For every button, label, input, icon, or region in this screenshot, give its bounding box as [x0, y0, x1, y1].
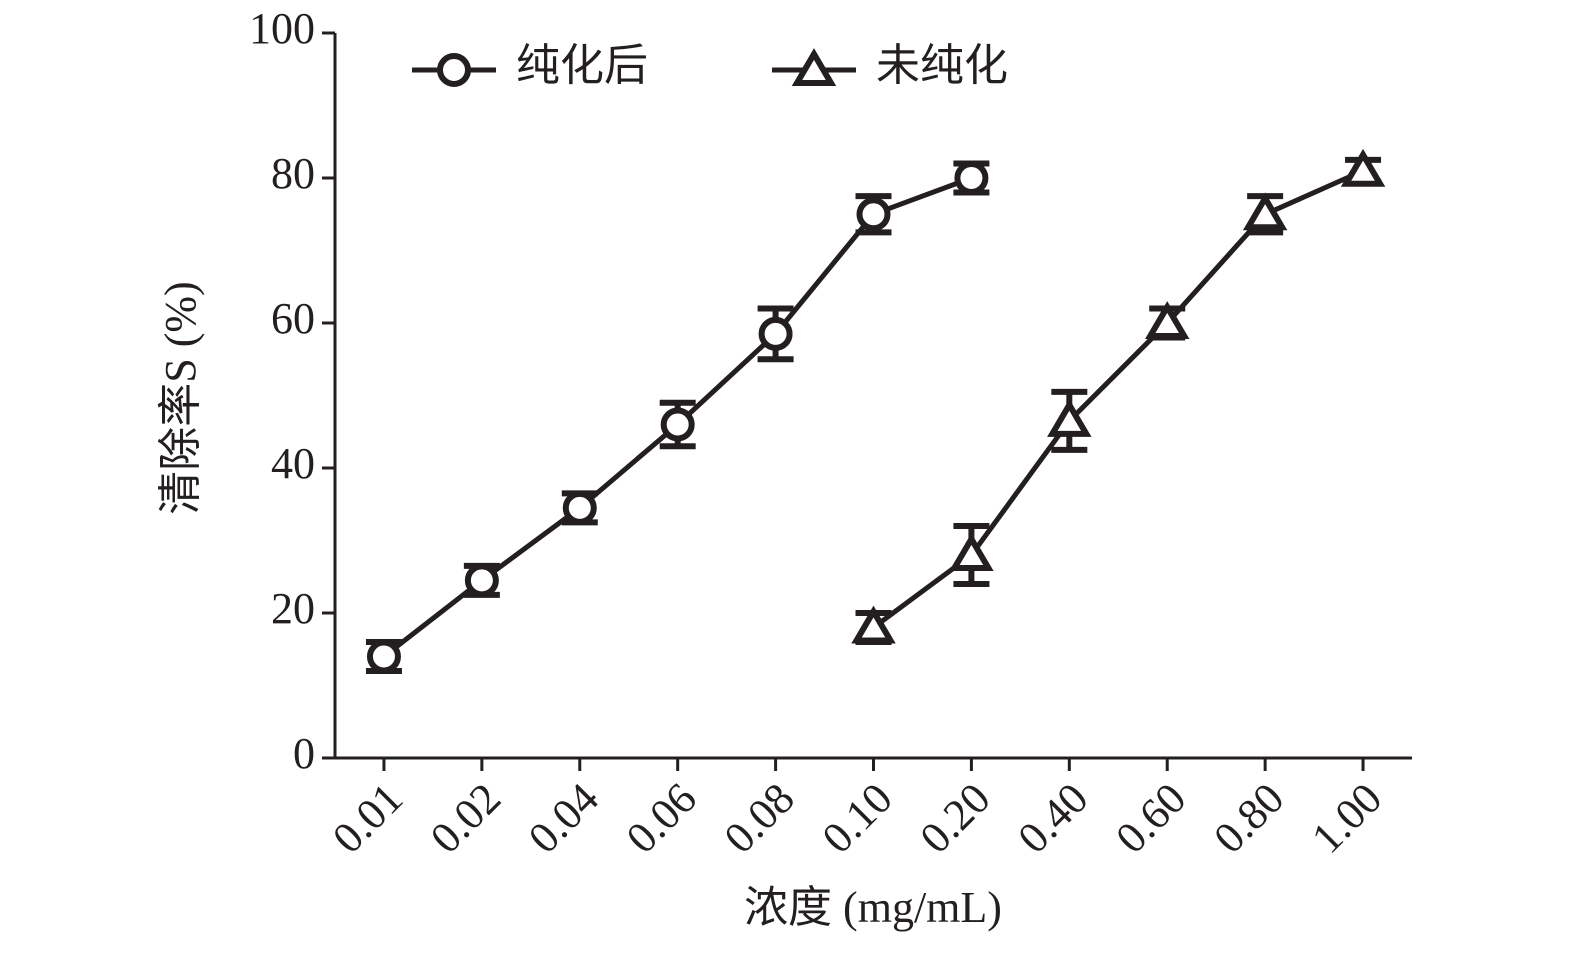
x-tick-label: 0.02 — [421, 774, 510, 863]
marker — [856, 197, 891, 232]
marker — [758, 316, 793, 351]
x-tick-label: 0.04 — [519, 774, 608, 863]
x-tick-label: 0.06 — [617, 774, 706, 863]
marker — [660, 407, 695, 442]
marker — [464, 563, 499, 598]
x-tick-label: 0.08 — [715, 774, 804, 863]
marker — [562, 490, 597, 525]
x-tick-label: 0.20 — [911, 774, 1000, 863]
marker — [366, 639, 401, 674]
x-tick-label: 0.10 — [813, 774, 902, 863]
marker — [791, 48, 837, 86]
x-tick-label: 0.80 — [1204, 774, 1293, 863]
legend-label: 未纯化 — [876, 41, 1008, 90]
y-tick-label: 80 — [271, 149, 315, 198]
y-tick-label: 0 — [293, 729, 315, 778]
marker — [851, 605, 896, 644]
y-tick-label: 40 — [271, 439, 315, 488]
x-tick-label: 0.01 — [323, 774, 412, 863]
legend-label: 纯化后 — [516, 41, 648, 90]
x-axis-label: 浓度 (mg/mL) — [744, 883, 1002, 932]
marker — [1144, 301, 1190, 339]
y-tick-label: 100 — [249, 4, 315, 53]
y-tick-label: 20 — [271, 584, 315, 633]
marker — [1047, 398, 1092, 437]
y-axis-label: 清除率S (%) — [156, 281, 205, 514]
marker — [1242, 192, 1288, 231]
y-tick-label: 60 — [271, 294, 315, 343]
x-tick-label: 0.40 — [1008, 774, 1097, 863]
marker — [949, 533, 994, 571]
x-tick-label: 0.60 — [1106, 774, 1195, 863]
series-line — [872, 168, 1365, 630]
marker — [437, 53, 471, 87]
marker — [1340, 148, 1386, 187]
x-tick-label: 1.00 — [1302, 774, 1391, 863]
marker — [954, 161, 989, 195]
